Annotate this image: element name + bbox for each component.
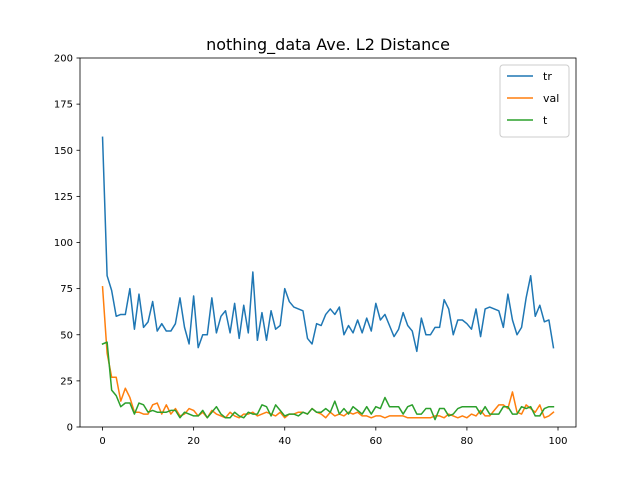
y-tick-label: 50 [60,330,73,341]
y-tick-label: 0 [67,423,73,434]
series-line-val [101,285,555,419]
legend-label-tr: tr [543,70,552,83]
legend: tr val t [499,64,570,138]
y-tick-label: 100 [54,238,73,249]
series-line-t [101,341,555,421]
legend-label-t: t [543,114,548,127]
series-line-tr [101,136,555,353]
x-tick-label: 40 [278,436,291,447]
x-tick-label: 20 [187,436,200,447]
y-tick-label: 150 [54,146,73,157]
x-tick-label: 60 [369,436,382,447]
y-tick-label: 25 [60,376,73,387]
y-tick-label: 175 [54,100,73,111]
y-tick-label: 75 [60,284,73,295]
chart-title: nothing_data Ave. L2 Distance [206,35,450,55]
y-tick-label: 125 [54,192,73,203]
axes-layer: 0 20 40 60 80 100 0 25 50 75 100 125 150 175 200 [54,54,577,447]
x-tick-label: 0 [99,436,105,447]
y-tick-label: 200 [54,54,73,65]
legend-box [499,64,570,138]
x-tick-label: 100 [548,436,567,447]
legend-label-val: val [543,92,559,105]
series-layer [101,136,555,421]
x-tick-label: 80 [461,436,474,447]
